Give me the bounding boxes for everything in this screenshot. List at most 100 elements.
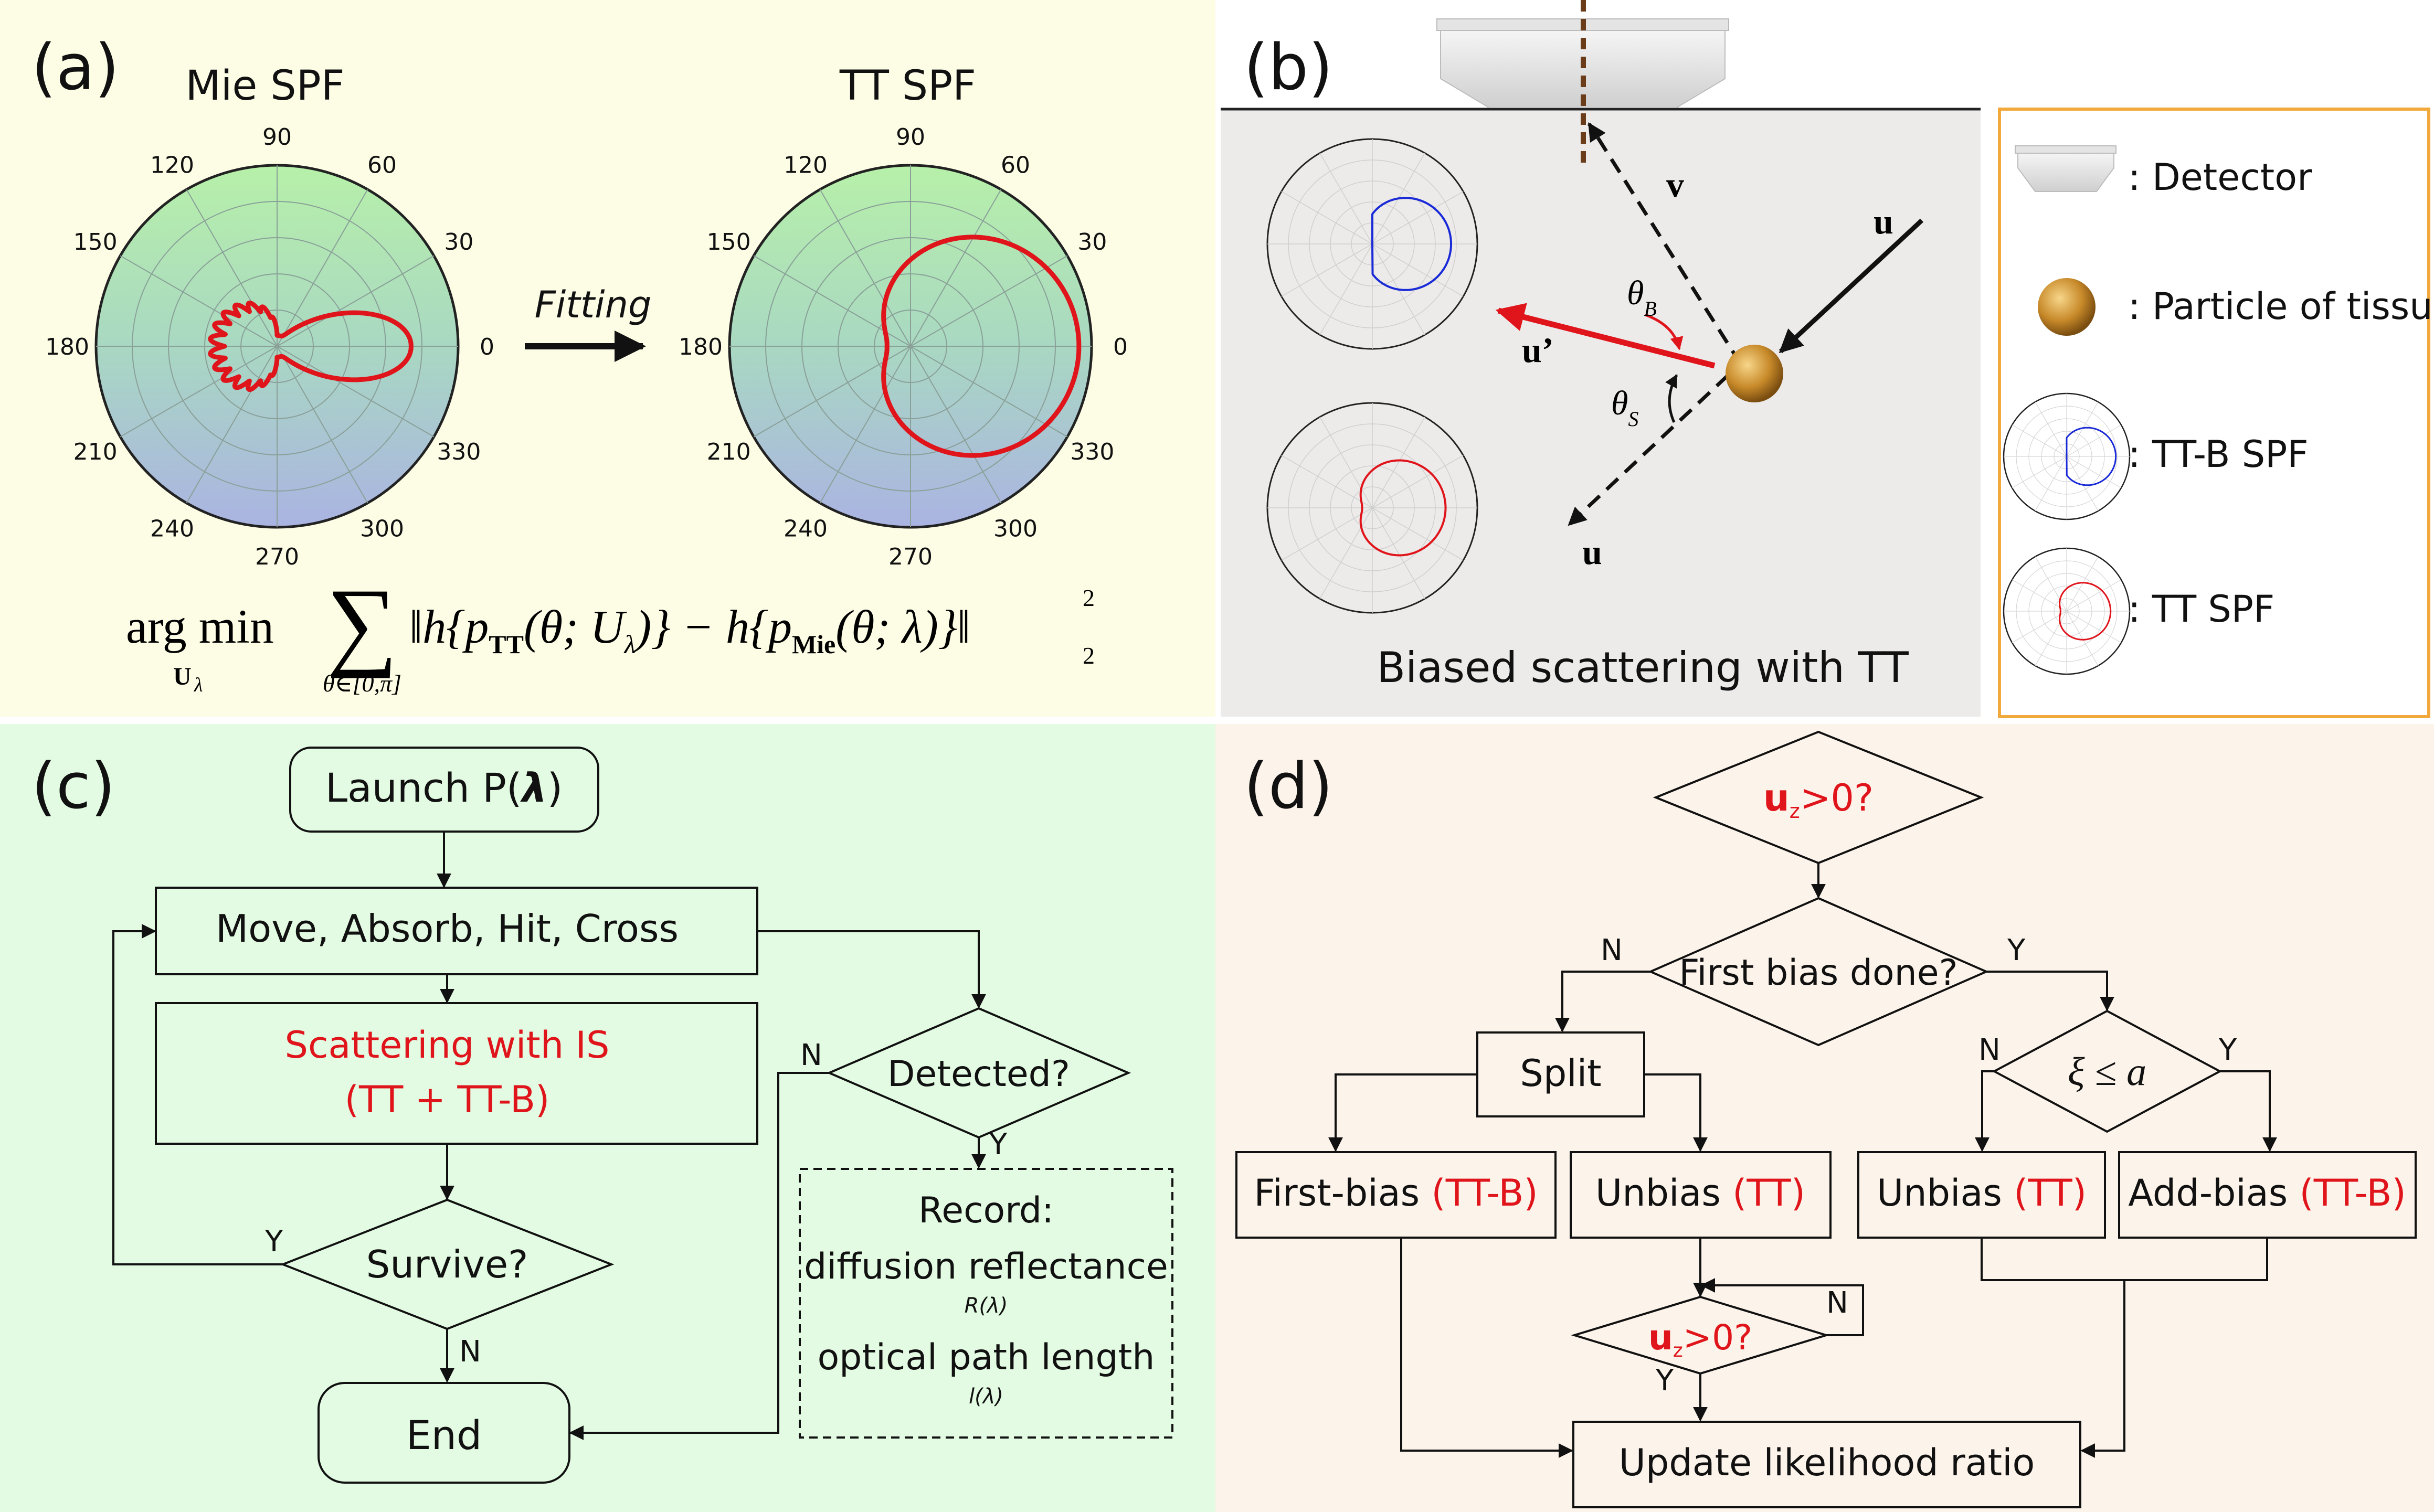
edge-xi-addbias xyxy=(2220,1070,2277,1152)
tt-spf-title: TT SPF xyxy=(839,62,976,110)
polar-angle-label: 240 xyxy=(150,515,194,542)
edge-first-split xyxy=(1555,971,1650,1032)
detected-yes: Y xyxy=(989,1127,1008,1162)
label-v: v xyxy=(1666,165,1684,205)
record-optical: optical path length xyxy=(818,1337,1155,1378)
polar-angle-label: 120 xyxy=(150,152,194,179)
uz-mid-yes: Y xyxy=(1655,1364,1674,1398)
fitting-formula: arg min U λ ∑ θ∈[0,π] ‖h{pTT(θ; Uλ)} − h… xyxy=(126,569,1095,697)
legend-spf-curve xyxy=(2066,427,2117,486)
edge-first-xi xyxy=(1986,971,2114,1011)
launch-text: Launch P(λ) xyxy=(325,764,563,811)
polar-angle-label: 270 xyxy=(888,544,933,570)
fitting-label: Fitting xyxy=(535,283,652,326)
edge-right-update xyxy=(2080,1280,2125,1458)
add-bias-box xyxy=(2118,1151,2417,1239)
update-box xyxy=(1572,1421,2081,1508)
mini-spf-curve xyxy=(1359,459,1447,557)
record-title: Record: xyxy=(918,1190,1054,1231)
polar-spoke xyxy=(120,255,435,438)
move-box xyxy=(155,887,758,975)
label-u-in: u xyxy=(1874,201,1893,241)
polar-angle-label: 0 xyxy=(1113,334,1128,360)
update-text: Update likelihood ratio xyxy=(1619,1441,2035,1484)
polar-angle-label: 120 xyxy=(784,152,828,179)
legend-tt-icon xyxy=(2003,547,2131,675)
first-bias-box xyxy=(1235,1151,1557,1239)
xi-no: N xyxy=(1978,1033,2001,1067)
unbias2-text: Unbias (TT) xyxy=(1877,1172,2087,1215)
theta-s-arc xyxy=(1665,374,1678,423)
uz-mid-text: uz>0? xyxy=(1648,1317,1752,1361)
legend-tt-b-icon xyxy=(2003,392,2131,520)
polar-angle-label: 300 xyxy=(993,515,1038,542)
xi-diamond xyxy=(1992,1009,2223,1133)
edge-move-detected xyxy=(757,930,986,1009)
xi-yes: Y xyxy=(2218,1033,2237,1067)
survive-no: N xyxy=(459,1335,481,1369)
vector-u-incoming xyxy=(1779,218,1924,354)
polar-angle-label: 30 xyxy=(444,229,473,255)
polar-angle-label: 210 xyxy=(73,439,118,465)
polar-angle-label: 90 xyxy=(896,124,925,151)
record-diffusion: diffusion reflectance xyxy=(804,1246,1168,1287)
label-u-prime: u’ xyxy=(1522,330,1553,370)
detected-text: Detected? xyxy=(887,1053,1070,1095)
legend-particle: : Particle of tissue xyxy=(2128,285,2434,328)
split-box xyxy=(1476,1031,1645,1117)
scatter-text-1: Scattering with IS xyxy=(285,1024,610,1067)
legend-particle-icon xyxy=(2038,278,2096,336)
tt-b-spf-mini-plot xyxy=(1266,138,1478,350)
record-box xyxy=(799,1168,1173,1439)
polar-angle-label: 180 xyxy=(45,334,89,360)
polar-angle-label: 30 xyxy=(1077,229,1107,255)
uz-mid-no: N xyxy=(1826,1286,1848,1320)
split-text: Split xyxy=(1520,1052,1601,1095)
unbias2-box xyxy=(1857,1151,2106,1239)
formula-sub-u: U xyxy=(173,663,192,690)
tt-spf-mini-plot xyxy=(1266,402,1478,614)
label-theta-b: θB xyxy=(1627,274,1657,321)
mini-spf-curve xyxy=(1371,197,1452,291)
vector-v xyxy=(1588,122,1742,365)
panel-b: (b) u u v u’ θB θS Biased scattering wit… xyxy=(1215,0,2434,718)
first-bias-done-text: First bias done? xyxy=(1679,952,1957,994)
panel-a: (a) Mie SPF TT SPF 906030033030027024021… xyxy=(0,0,1215,717)
legend-detector: : Detector xyxy=(2128,156,2312,199)
detected-no: N xyxy=(800,1038,822,1072)
polar-angle-label: 180 xyxy=(679,334,723,360)
formula-sub-lambda: λ xyxy=(194,674,203,696)
vector-u-continuation xyxy=(1568,374,1730,526)
theta-b-arc xyxy=(1645,313,1684,350)
survive-text: Survive? xyxy=(366,1242,528,1286)
polar-angle-label: 60 xyxy=(1001,152,1030,179)
particle xyxy=(1726,345,1783,402)
move-text: Move, Absorb, Hit, Cross xyxy=(216,907,679,951)
edge-survive-loop xyxy=(112,924,283,1265)
edge-detected-end xyxy=(569,1072,829,1440)
formula-subn: 2 xyxy=(1083,642,1095,669)
polar-angle-label: 210 xyxy=(707,439,751,465)
first-bias-yes: Y xyxy=(2007,933,2026,967)
panel-c-label: (c) xyxy=(31,750,115,823)
polar-angle-label: 150 xyxy=(707,229,751,255)
end-text: End xyxy=(406,1412,482,1458)
formula-argmin: arg min xyxy=(126,600,274,653)
xi-text: ξ ≤ a xyxy=(2068,1050,2146,1094)
record-r-lambda: R(λ) xyxy=(965,1294,1008,1318)
polar-angle-label: 150 xyxy=(73,229,118,255)
first-bias-text: First-bias (TT-B) xyxy=(1254,1172,1538,1215)
polar-angle-label: 60 xyxy=(367,152,397,179)
polar-angle-label: 300 xyxy=(360,515,404,542)
panel-c: (c) Launch P(λ) Move, Absorb, Hit, Cross… xyxy=(0,724,1215,1512)
add-bias-text: Add-bias (TT-B) xyxy=(2128,1172,2406,1215)
polar-angle-label: 90 xyxy=(262,124,292,151)
vector-u-prime xyxy=(1495,303,1716,369)
panel-a-label: (a) xyxy=(31,31,119,104)
legend-spf-curve xyxy=(2059,582,2112,641)
polar-angle-label: 0 xyxy=(480,334,494,360)
tt-spf-curve xyxy=(881,235,1082,458)
